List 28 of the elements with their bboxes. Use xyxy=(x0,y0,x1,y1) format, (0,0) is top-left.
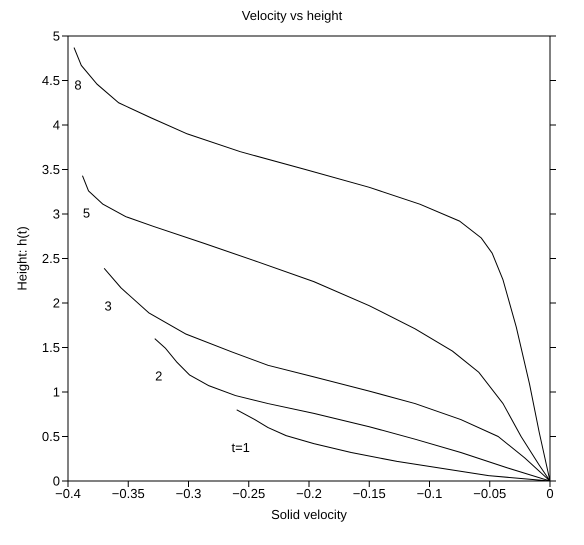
y-tick-label: 1 xyxy=(52,384,60,400)
y-tick-label: 5 xyxy=(52,28,60,44)
x-tick-label: −0.3 xyxy=(176,486,202,502)
y-tick-label: 3 xyxy=(52,206,60,222)
x-tick-label: −0.35 xyxy=(112,486,145,502)
x-tick-label: −0.1 xyxy=(416,486,442,502)
series-label: t=1 xyxy=(231,440,250,455)
series-label: 3 xyxy=(104,298,112,314)
y-tick-label: 4.5 xyxy=(42,73,60,88)
x-tick-label: −0.4 xyxy=(55,486,81,502)
y-tick-label: 2.5 xyxy=(42,251,60,266)
x-tick-label: −0.05 xyxy=(473,486,506,502)
y-tick-label: 2 xyxy=(52,296,60,311)
series-label: 5 xyxy=(82,206,90,221)
x-tick-label: −0.15 xyxy=(352,486,386,502)
y-axis-title: Height: h(t) xyxy=(14,226,30,291)
chart-title: Velocity vs height xyxy=(240,8,344,25)
x-tick-label: −0.2 xyxy=(296,486,322,502)
series-label: 8 xyxy=(74,78,82,93)
y-tick-label: 1.5 xyxy=(42,340,60,356)
y-tick-label: 3.5 xyxy=(42,162,60,178)
series-label: 2 xyxy=(155,368,162,384)
y-tick-label: 4 xyxy=(52,118,60,133)
y-tick-label: 0.5 xyxy=(42,429,60,444)
x-tick-label: 0 xyxy=(546,486,554,502)
y-tick-label: 0 xyxy=(52,474,60,489)
x-axis-title: Solid velocity xyxy=(271,507,348,522)
x-tick-label: −0.25 xyxy=(232,486,266,502)
